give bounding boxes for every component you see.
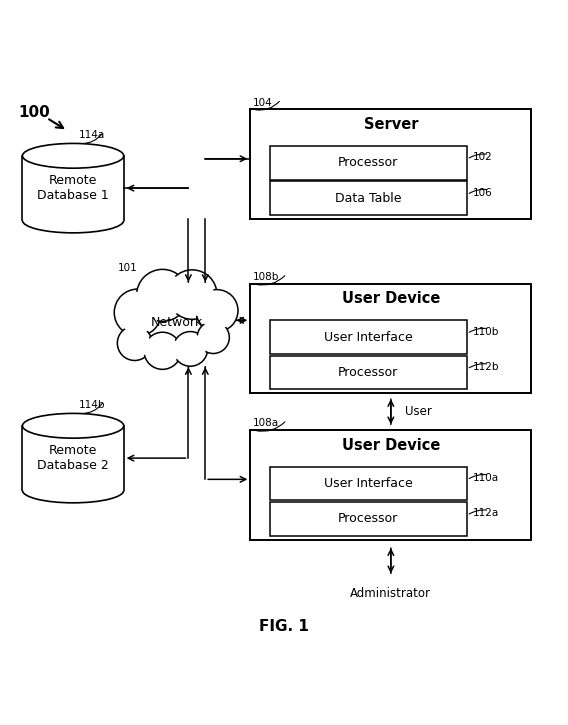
Circle shape bbox=[144, 332, 181, 369]
FancyBboxPatch shape bbox=[270, 320, 467, 354]
FancyBboxPatch shape bbox=[270, 467, 467, 500]
FancyBboxPatch shape bbox=[250, 430, 532, 539]
Text: 112b: 112b bbox=[473, 362, 499, 372]
FancyBboxPatch shape bbox=[250, 109, 532, 219]
Polygon shape bbox=[23, 156, 124, 220]
FancyBboxPatch shape bbox=[270, 181, 467, 215]
FancyBboxPatch shape bbox=[270, 502, 467, 536]
Circle shape bbox=[199, 323, 227, 352]
Text: 108b: 108b bbox=[253, 272, 279, 282]
Text: User Device: User Device bbox=[342, 291, 440, 307]
Text: 110a: 110a bbox=[473, 473, 499, 483]
Circle shape bbox=[198, 292, 236, 329]
Text: User Device: User Device bbox=[342, 438, 440, 452]
Text: 102: 102 bbox=[473, 152, 492, 162]
Text: Network: Network bbox=[151, 316, 203, 329]
FancyBboxPatch shape bbox=[250, 283, 532, 394]
Circle shape bbox=[175, 334, 206, 364]
Text: 114b: 114b bbox=[79, 400, 105, 410]
Ellipse shape bbox=[23, 413, 124, 438]
Circle shape bbox=[146, 334, 179, 367]
Circle shape bbox=[136, 270, 189, 321]
Text: Processor: Processor bbox=[338, 366, 399, 379]
Text: Remote
Database 2: Remote Database 2 bbox=[37, 444, 109, 472]
Circle shape bbox=[170, 273, 214, 316]
Circle shape bbox=[196, 289, 238, 331]
Text: 101: 101 bbox=[118, 263, 138, 273]
FancyBboxPatch shape bbox=[270, 356, 467, 389]
Text: 110b: 110b bbox=[473, 326, 499, 336]
Circle shape bbox=[168, 270, 217, 319]
Text: Remote
Database 1: Remote Database 1 bbox=[37, 174, 109, 202]
Text: FIG. 1: FIG. 1 bbox=[259, 619, 309, 634]
Circle shape bbox=[117, 292, 158, 334]
Text: 114a: 114a bbox=[79, 130, 105, 140]
Text: User Interface: User Interface bbox=[324, 331, 413, 344]
FancyBboxPatch shape bbox=[270, 146, 467, 180]
Text: Processor: Processor bbox=[338, 157, 399, 170]
Text: Data Table: Data Table bbox=[335, 192, 402, 204]
Text: 106: 106 bbox=[473, 188, 492, 198]
Text: 100: 100 bbox=[18, 104, 49, 120]
Circle shape bbox=[119, 328, 150, 358]
Text: User: User bbox=[405, 405, 432, 418]
Circle shape bbox=[197, 321, 229, 354]
Text: Administrator: Administrator bbox=[350, 587, 431, 600]
Circle shape bbox=[173, 331, 208, 366]
Polygon shape bbox=[23, 426, 124, 490]
Text: User Interface: User Interface bbox=[324, 477, 413, 490]
Text: 112a: 112a bbox=[473, 508, 499, 518]
Text: 108a: 108a bbox=[253, 418, 279, 428]
Circle shape bbox=[118, 326, 152, 360]
Text: 104: 104 bbox=[253, 98, 273, 107]
Circle shape bbox=[140, 273, 185, 318]
Text: Server: Server bbox=[364, 117, 418, 132]
Circle shape bbox=[114, 289, 161, 336]
Ellipse shape bbox=[23, 144, 124, 168]
Text: Processor: Processor bbox=[338, 513, 399, 526]
